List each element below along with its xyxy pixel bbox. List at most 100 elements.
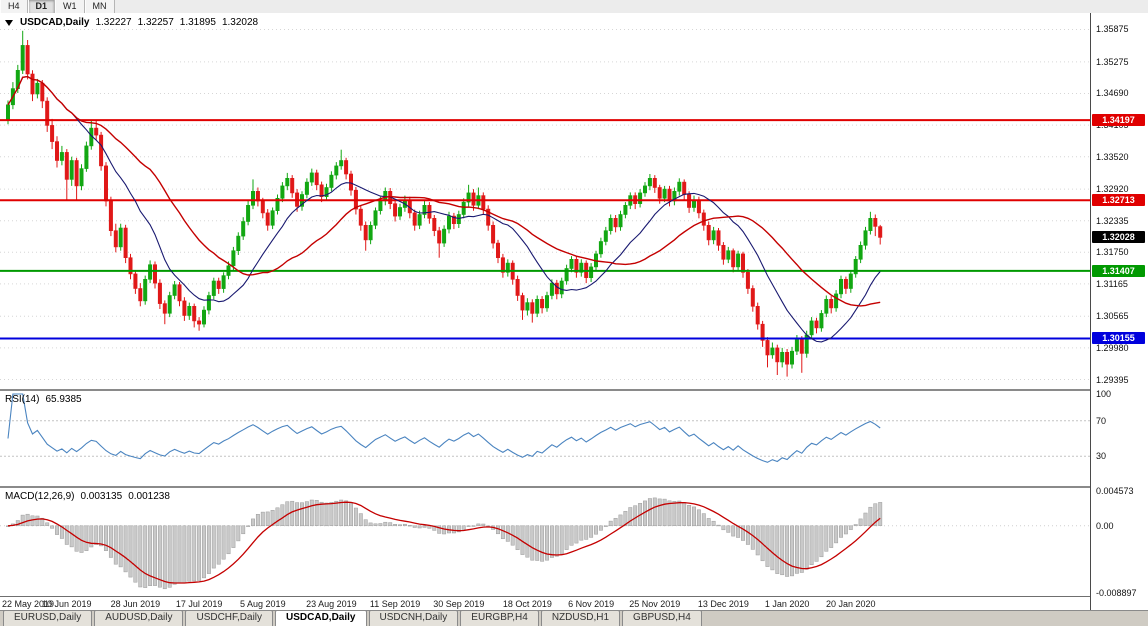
candle xyxy=(706,225,711,241)
candle xyxy=(589,266,594,278)
price-tick: 1.29980 xyxy=(1096,342,1129,353)
date-label: 1 Jan 2020 xyxy=(764,599,810,609)
price-chart-canvas[interactable] xyxy=(0,13,1090,389)
moving-average-30[interactable] xyxy=(7,75,881,307)
candle xyxy=(236,235,241,252)
chart-symbol-label: USDCAD,Daily xyxy=(20,17,90,28)
candle xyxy=(20,45,25,71)
price-tick: 1.35275 xyxy=(1096,56,1129,67)
chart-tab-usdcad-daily[interactable]: USDCAD,Daily xyxy=(275,610,367,626)
price-tick: 1.32335 xyxy=(1096,215,1129,226)
candle xyxy=(623,205,628,215)
candle xyxy=(211,280,216,296)
candle xyxy=(716,230,721,246)
candle xyxy=(432,218,437,232)
candle xyxy=(549,282,554,296)
level-badge-1.30155: 1.30155 xyxy=(1092,332,1145,345)
candle xyxy=(334,165,339,176)
candle xyxy=(554,282,559,295)
date-label: 18 Oct 2019 xyxy=(502,599,552,609)
candle xyxy=(241,221,246,237)
price-tick: 1.31165 xyxy=(1096,278,1128,289)
candle xyxy=(324,187,329,197)
candle xyxy=(422,205,427,215)
timeframe-button-mn[interactable]: MN xyxy=(84,0,115,13)
candle xyxy=(319,184,324,198)
moving-average-14[interactable] xyxy=(7,76,881,343)
chart-tab-eurusd-daily[interactable]: EURUSD,Daily xyxy=(3,610,93,626)
chart-tab-audusd-daily[interactable]: AUDUSD,Daily xyxy=(94,610,184,626)
candle xyxy=(128,257,133,275)
candle xyxy=(853,259,858,275)
chart-tab-nzdusd-h1[interactable]: NZDUSD,H1 xyxy=(540,610,621,626)
candle xyxy=(750,288,755,307)
candle xyxy=(535,298,540,314)
candle xyxy=(167,295,172,314)
candle xyxy=(574,259,579,273)
time-axis[interactable]: 22 May 2019 10 Jun 2019 28 Jun 2019 17 Jul … xyxy=(0,597,1090,610)
ohlc-low-value: 1.31895 xyxy=(179,17,216,28)
candle xyxy=(79,168,84,187)
candle xyxy=(760,323,765,341)
candle xyxy=(260,200,265,214)
chart-tab-eurgbp-h4[interactable]: EURGBP,H4 xyxy=(460,610,539,626)
candle xyxy=(736,253,741,268)
level-badge-1.34197: 1.34197 xyxy=(1092,114,1145,127)
candle xyxy=(638,192,643,204)
candle xyxy=(157,282,162,304)
candle xyxy=(500,257,505,273)
ohlc-high-value: 1.32257 xyxy=(137,17,174,28)
candle xyxy=(265,212,270,226)
candle xyxy=(202,309,207,325)
candle xyxy=(824,298,829,314)
price-tick: 1.31750 xyxy=(1096,247,1129,258)
rsi-label: RSI(14) xyxy=(5,394,40,405)
candle xyxy=(491,225,496,244)
candle xyxy=(290,178,295,194)
candle xyxy=(348,173,353,191)
candle xyxy=(192,305,197,322)
candle xyxy=(108,200,113,232)
candle xyxy=(177,284,182,302)
candle xyxy=(696,199,701,214)
timeframe-button-w1[interactable]: W1 xyxy=(55,0,85,13)
candle xyxy=(834,293,839,309)
chart-tab-usdchf-daily[interactable]: USDCHF,Daily xyxy=(185,610,274,626)
candle xyxy=(843,278,848,289)
candle xyxy=(647,178,652,187)
candle xyxy=(35,82,40,95)
candle xyxy=(172,284,177,296)
candle xyxy=(251,191,256,206)
candle xyxy=(471,192,476,206)
candle xyxy=(123,227,128,259)
chart-symbol-icon xyxy=(5,19,13,26)
candle xyxy=(540,298,545,309)
macd-header: MACD(12,26,9) 0.003135 0.001238 xyxy=(5,491,170,502)
date-label: 25 Nov 2019 xyxy=(629,599,681,609)
candle xyxy=(216,280,221,289)
timeframe-button-h4[interactable]: H4 xyxy=(0,0,28,13)
macd-indicator-canvas[interactable] xyxy=(0,488,1090,596)
timeframe-button-d1[interactable]: D1 xyxy=(27,0,56,13)
candle xyxy=(701,212,706,226)
candle xyxy=(314,172,319,186)
candle xyxy=(231,250,236,267)
candle xyxy=(285,178,290,187)
price-tick: 1.34690 xyxy=(1096,88,1129,99)
candle xyxy=(206,295,211,311)
price-axis[interactable]: 1.358751.352751.346901.341051.335201.329… xyxy=(1090,13,1148,610)
date-label: 10 Jun 2019 xyxy=(42,599,92,609)
chart-tab-gbpusd-h4[interactable]: GBPUSD,H4 xyxy=(622,610,702,626)
candle xyxy=(221,275,226,289)
rsi-indicator-canvas[interactable] xyxy=(0,391,1090,486)
candle xyxy=(863,230,868,246)
macd-axis-tick: 0.00 xyxy=(1096,520,1114,531)
candle xyxy=(275,198,280,212)
rsi-axis-tick: 70 xyxy=(1096,415,1107,426)
candle xyxy=(412,212,417,226)
chart-tab-usdcnh-daily[interactable]: USDCNH,Daily xyxy=(368,610,459,626)
candle xyxy=(525,302,530,311)
candle xyxy=(373,210,378,226)
candle xyxy=(721,245,726,260)
date-label: 23 Aug 2019 xyxy=(306,599,357,609)
